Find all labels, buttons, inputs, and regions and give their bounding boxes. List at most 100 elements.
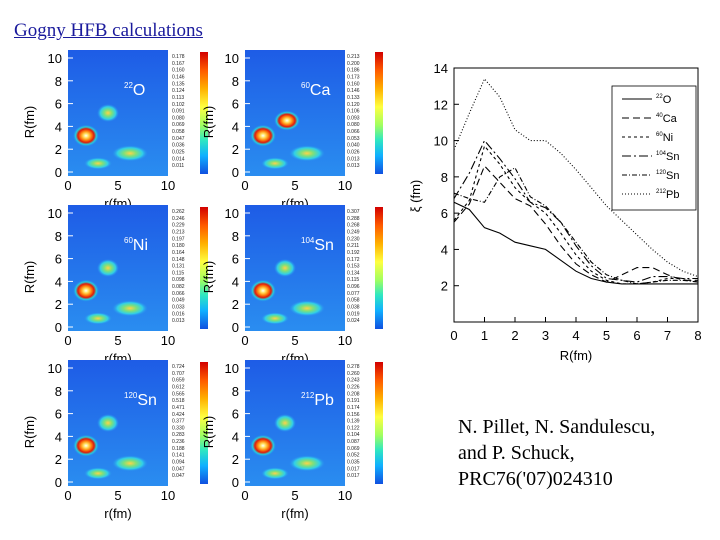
x-tick-label: 10 bbox=[161, 488, 175, 503]
colorbar-tick-label: 0.167 bbox=[172, 61, 185, 67]
y-tick-label: 6 bbox=[232, 407, 239, 422]
colorbar-tick-label: 0.178 bbox=[172, 54, 185, 60]
density-blob bbox=[73, 434, 99, 457]
colorbar-tick-label: 0.035 bbox=[347, 460, 360, 466]
y-tick-label: 2 bbox=[232, 142, 239, 157]
density-blob bbox=[261, 312, 289, 325]
x-tick-label: 5 bbox=[603, 328, 610, 343]
y-tick-label: 4 bbox=[55, 429, 62, 444]
colorbar-tick-label: 0.307 bbox=[347, 209, 360, 215]
x-tick-label: 5 bbox=[114, 333, 121, 348]
colorbar-tick-label: 0.659 bbox=[172, 378, 185, 384]
colorbar-tick-label: 0.134 bbox=[347, 270, 360, 276]
colorbar-tick-label: 0.014 bbox=[172, 156, 185, 162]
y-tick-label: 10 bbox=[48, 51, 62, 66]
density-blob bbox=[261, 157, 289, 170]
colorbar-tick-label: 0.191 bbox=[347, 398, 360, 404]
density-blob bbox=[112, 145, 148, 162]
x-tick-label: 6 bbox=[633, 328, 640, 343]
y-tick-label: 10 bbox=[48, 361, 62, 376]
colorbar-tick-label: 0.091 bbox=[172, 109, 185, 115]
colorbar-tick-label: 0.471 bbox=[172, 405, 185, 411]
colorbar-tick-label: 0.131 bbox=[172, 264, 185, 270]
y-tick-label: 6 bbox=[55, 407, 62, 422]
legend-label: 60Ni bbox=[656, 132, 673, 144]
y-tick-label: 8 bbox=[232, 229, 239, 244]
y-axis-label: ξ (fm) bbox=[408, 180, 423, 213]
colorbar-tick-label: 0.082 bbox=[172, 284, 185, 290]
y-tick-label: 4 bbox=[232, 274, 239, 289]
x-tick-label: 10 bbox=[338, 178, 352, 193]
colorbar-tick-label: 0.080 bbox=[172, 115, 185, 121]
x-tick-label: 0 bbox=[241, 333, 248, 348]
colorbar-scale bbox=[200, 362, 208, 484]
colorbar-tick-label: 0.113 bbox=[172, 95, 184, 101]
colorbar-tick-label: 0.172 bbox=[347, 257, 360, 263]
nucleus-label: 60Ni bbox=[124, 236, 148, 254]
colorbar-tick-label: 0.236 bbox=[172, 439, 185, 445]
x-tick-label: 1 bbox=[481, 328, 488, 343]
colorbar-tick-label: 0.115 bbox=[172, 270, 184, 276]
x-tick-label: 0 bbox=[241, 488, 248, 503]
colorbar-tick-label: 0.066 bbox=[172, 291, 185, 297]
colorbar-tick-label: 0.049 bbox=[172, 298, 185, 304]
colorbar-tick-label: 0.249 bbox=[347, 229, 360, 235]
y-tick-label: 0 bbox=[55, 475, 62, 490]
colorbar-tick-label: 0.226 bbox=[347, 384, 360, 390]
y-tick-label: 10 bbox=[48, 206, 62, 221]
colorbar-tick-label: 0.019 bbox=[347, 311, 360, 317]
x-tick-label: 2 bbox=[511, 328, 518, 343]
colorbar-tick-label: 0.087 bbox=[347, 439, 360, 445]
colorbar-tick-label: 0.040 bbox=[347, 143, 360, 149]
density-blob bbox=[250, 124, 276, 147]
density-blob bbox=[84, 312, 112, 325]
colorbar-tick-label: 0.036 bbox=[172, 143, 185, 149]
density-blob bbox=[274, 110, 300, 131]
y-tick-label: 8 bbox=[441, 170, 448, 185]
colorbar-tick-label: 0.139 bbox=[347, 419, 360, 425]
x-tick-label: 0 bbox=[64, 178, 71, 193]
colorbar-tick-label: 0.080 bbox=[347, 122, 360, 128]
colorbar-scale bbox=[375, 52, 383, 174]
density-blob bbox=[274, 259, 296, 277]
citation-line: PRC76('07)024310 bbox=[458, 468, 613, 490]
nucleus-label: 120Sn bbox=[124, 391, 157, 409]
legend-box bbox=[611, 85, 697, 211]
legend-label: 104Sn bbox=[656, 151, 679, 163]
y-tick-label: 14 bbox=[434, 61, 448, 76]
x-tick-label: 3 bbox=[542, 328, 549, 343]
colorbar-tick-label: 0.330 bbox=[172, 425, 185, 431]
page-title: Gogny HFB calculations bbox=[14, 20, 203, 41]
y-tick-label: 4 bbox=[441, 242, 448, 257]
x-tick-label: 5 bbox=[114, 488, 121, 503]
nucleus-label: 212Pb bbox=[301, 391, 334, 409]
colorbar-tick-label: 0.565 bbox=[172, 391, 185, 397]
y-tick-label: 8 bbox=[232, 74, 239, 89]
colorbar-tick-label: 0.288 bbox=[347, 216, 360, 222]
colorbar-tick-label: 0.047 bbox=[172, 473, 185, 479]
colorbar-tick-label: 0.612 bbox=[172, 384, 185, 390]
colorbar-tick-label: 0.424 bbox=[172, 412, 185, 418]
y-tick-label: 2 bbox=[441, 279, 448, 294]
colorbar-tick-label: 0.174 bbox=[347, 405, 360, 411]
y-tick-label: 4 bbox=[232, 119, 239, 134]
y-tick-label: 4 bbox=[55, 119, 62, 134]
colorbar-tick-label: 0.135 bbox=[172, 81, 185, 87]
colorbar-tick-label: 0.246 bbox=[172, 216, 185, 222]
nucleus-label: 104Sn bbox=[301, 236, 334, 254]
series-line bbox=[453, 144, 699, 285]
colorbar-tick-label: 0.164 bbox=[172, 250, 185, 256]
colorbar-tick-label: 0.192 bbox=[347, 250, 360, 256]
y-axis-label: R(fm) bbox=[201, 261, 216, 294]
series-line bbox=[453, 139, 698, 283]
series-line bbox=[453, 167, 699, 285]
colorbar-tick-label: 0.053 bbox=[347, 136, 360, 142]
colorbar-tick-label: 0.013 bbox=[172, 318, 185, 324]
x-tick-label: 10 bbox=[338, 488, 352, 503]
x-tick-label: 0 bbox=[64, 333, 71, 348]
colorbar-tick-label: 0.160 bbox=[172, 68, 185, 74]
colorbar-tick-label: 0.260 bbox=[347, 371, 360, 377]
colorbar-tick-label: 0.188 bbox=[172, 446, 185, 452]
